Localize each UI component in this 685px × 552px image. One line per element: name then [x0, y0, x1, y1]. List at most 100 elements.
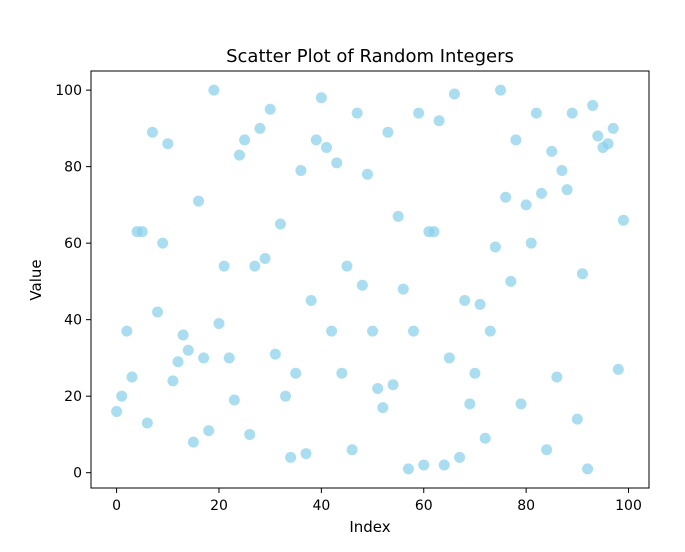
data-point: [500, 191, 512, 203]
data-point: [126, 371, 138, 383]
data-point: [469, 367, 481, 379]
data-point: [454, 451, 466, 463]
data-point: [408, 325, 420, 337]
data-point: [239, 134, 251, 146]
data-point: [515, 398, 527, 410]
data-point: [233, 149, 245, 161]
data-point: [274, 218, 286, 230]
y-tick-label: 100: [55, 83, 82, 99]
data-point: [541, 444, 553, 456]
x-tick-label: 100: [615, 498, 642, 514]
data-point: [464, 398, 476, 410]
data-point: [315, 92, 327, 104]
data-point: [413, 107, 425, 119]
data-point: [269, 348, 281, 360]
data-point: [418, 459, 430, 471]
data-point: [433, 115, 445, 127]
chart-title: Scatter Plot of Random Integers: [226, 46, 514, 67]
data-point: [535, 187, 547, 199]
data-point: [551, 371, 563, 383]
data-point: [438, 459, 450, 471]
data-point: [607, 122, 619, 134]
y-tick-label: 40: [64, 313, 82, 329]
plot-frame: [90, 70, 650, 489]
data-point: [561, 184, 573, 196]
data-point: [566, 107, 578, 119]
data-point: [285, 451, 297, 463]
data-point: [136, 226, 148, 238]
data-point: [187, 436, 199, 448]
data-point: [177, 329, 189, 341]
data-point: [331, 157, 343, 169]
data-point: [520, 199, 532, 211]
y-axis-label: Value: [27, 259, 45, 300]
x-axis-ticks: 0 20 40 60 80 100: [112, 488, 642, 514]
data-point: [356, 279, 368, 291]
y-tick-label: 0: [73, 466, 82, 482]
data-point: [305, 295, 317, 307]
data-point: [576, 268, 588, 280]
data-point: [203, 425, 215, 437]
data-point: [443, 352, 455, 364]
data-point: [495, 84, 507, 96]
data-point: [459, 295, 471, 307]
data-point: [387, 379, 399, 391]
data-point: [525, 237, 537, 249]
data-point: [336, 367, 348, 379]
data-point: [582, 463, 594, 475]
data-point: [259, 252, 271, 264]
data-point: [484, 325, 496, 337]
data-point: [402, 463, 414, 475]
data-point: [290, 367, 302, 379]
data-point: [244, 428, 256, 440]
data-point: [116, 390, 128, 402]
data-point: [152, 306, 164, 318]
x-tick-label: 0: [112, 498, 121, 514]
y-tick-label: 80: [64, 160, 82, 176]
data-point: [346, 444, 358, 456]
data-point: [377, 402, 389, 414]
data-point: [310, 134, 322, 146]
data-point: [587, 99, 599, 111]
data-point: [341, 260, 353, 272]
data-point: [367, 325, 379, 337]
data-point: [351, 107, 363, 119]
data-point: [602, 138, 614, 150]
data-points: [111, 84, 629, 475]
data-point: [280, 390, 292, 402]
data-point: [162, 138, 174, 150]
data-point: [295, 164, 307, 176]
data-point: [182, 344, 194, 356]
data-point: [223, 352, 235, 364]
data-point: [448, 88, 460, 100]
data-point: [141, 417, 153, 429]
data-point: [530, 107, 542, 119]
data-point: [612, 363, 624, 375]
data-point: [249, 260, 261, 272]
data-point: [172, 356, 184, 368]
data-point: [213, 317, 225, 329]
data-point: [361, 168, 373, 180]
data-point: [617, 214, 629, 226]
data-point: [111, 405, 123, 417]
x-tick-label: 60: [415, 498, 433, 514]
data-point: [382, 126, 394, 138]
data-point: [392, 210, 404, 222]
data-point: [218, 260, 230, 272]
y-axis-ticks: 0 20 40 60 80 100: [55, 83, 91, 482]
data-point: [479, 432, 491, 444]
data-point: [505, 275, 517, 287]
data-point: [157, 237, 169, 249]
x-tick-label: 20: [210, 498, 228, 514]
data-point: [167, 375, 179, 387]
data-point: [208, 84, 220, 96]
data-point: [228, 394, 240, 406]
data-point: [489, 241, 501, 253]
data-point: [300, 448, 312, 460]
data-point: [198, 352, 210, 364]
data-point: [320, 142, 332, 154]
data-point: [326, 325, 338, 337]
x-tick-label: 80: [517, 498, 535, 514]
data-point: [121, 325, 133, 337]
